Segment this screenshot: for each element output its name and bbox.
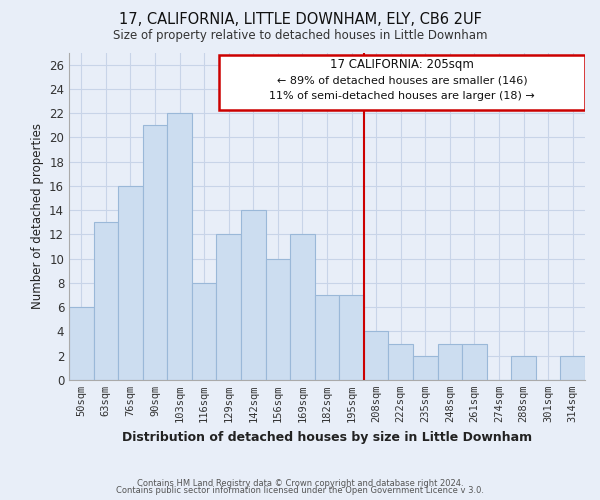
Text: ← 89% of detached houses are smaller (146): ← 89% of detached houses are smaller (14…: [277, 76, 527, 86]
FancyBboxPatch shape: [219, 55, 585, 110]
Bar: [290, 234, 315, 380]
Bar: [143, 126, 167, 380]
Text: Contains HM Land Registry data © Crown copyright and database right 2024.: Contains HM Land Registry data © Crown c…: [137, 478, 463, 488]
Bar: [315, 295, 339, 380]
Text: 17 CALIFORNIA: 205sqm: 17 CALIFORNIA: 205sqm: [330, 58, 474, 71]
Bar: [388, 344, 413, 380]
Bar: [560, 356, 585, 380]
Text: 17, CALIFORNIA, LITTLE DOWNHAM, ELY, CB6 2UF: 17, CALIFORNIA, LITTLE DOWNHAM, ELY, CB6…: [119, 12, 481, 28]
Bar: [192, 283, 217, 380]
Text: Contains public sector information licensed under the Open Government Licence v : Contains public sector information licen…: [116, 486, 484, 495]
X-axis label: Distribution of detached houses by size in Little Downham: Distribution of detached houses by size …: [122, 430, 532, 444]
Bar: [94, 222, 118, 380]
Bar: [167, 113, 192, 380]
Bar: [364, 332, 388, 380]
Bar: [69, 307, 94, 380]
Bar: [339, 295, 364, 380]
Bar: [437, 344, 462, 380]
Y-axis label: Number of detached properties: Number of detached properties: [31, 123, 44, 309]
Text: Size of property relative to detached houses in Little Downham: Size of property relative to detached ho…: [113, 29, 487, 42]
Bar: [118, 186, 143, 380]
Bar: [511, 356, 536, 380]
Bar: [217, 234, 241, 380]
Bar: [413, 356, 437, 380]
Bar: [266, 258, 290, 380]
Text: 11% of semi-detached houses are larger (18) →: 11% of semi-detached houses are larger (…: [269, 91, 535, 101]
Bar: [241, 210, 266, 380]
Bar: [462, 344, 487, 380]
